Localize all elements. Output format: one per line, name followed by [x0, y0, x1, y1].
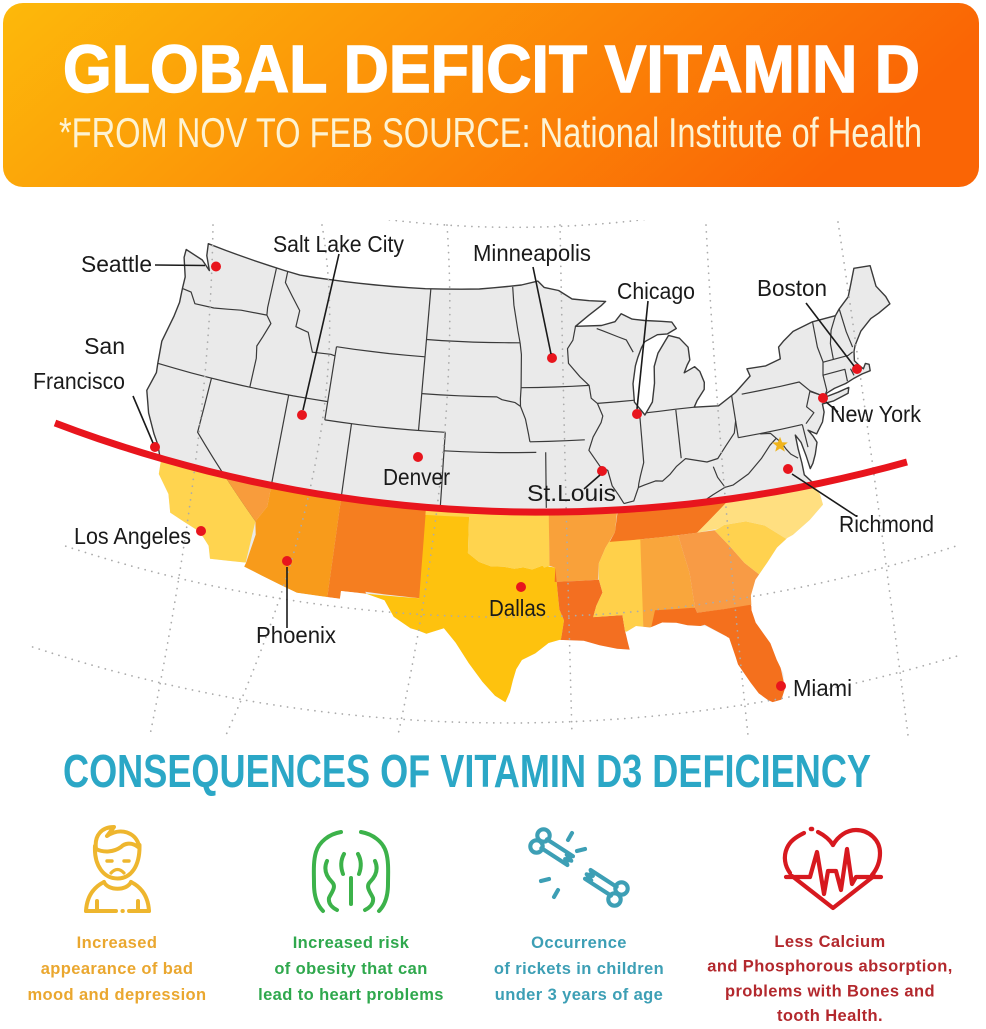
svg-text:Minneapolis: Minneapolis: [473, 240, 591, 266]
svg-text:Increased: Increased: [77, 934, 158, 952]
svg-text:Salt Lake City: Salt Lake City: [273, 231, 404, 257]
svg-text:Seattle: Seattle: [81, 251, 152, 277]
svg-text:under 3 years of age: under 3 years of age: [495, 986, 663, 1004]
svg-text:appearance of bad: appearance of bad: [41, 960, 194, 978]
svg-text:Occurrence: Occurrence: [531, 934, 627, 952]
svg-text:Less Calcium: Less Calcium: [774, 933, 885, 951]
svg-text:Francisco: Francisco: [33, 368, 125, 394]
svg-text:GLOBAL DEFICIT VITAMIN D: GLOBAL DEFICIT VITAMIN D: [63, 32, 920, 107]
svg-text:Denver: Denver: [383, 464, 450, 490]
svg-text:San: San: [84, 333, 125, 359]
svg-text:tooth Health.: tooth Health.: [777, 1007, 883, 1024]
svg-text:Dallas: Dallas: [489, 595, 546, 621]
svg-text:New York: New York: [830, 401, 921, 427]
svg-text:problems with Bones and: problems with Bones and: [725, 982, 935, 1000]
svg-text:*FROM NOV TO FEB SOURCE: Natio: *FROM NOV TO FEB SOURCE: National Instit…: [59, 109, 922, 156]
svg-text:Los Angeles: Los Angeles: [74, 523, 191, 549]
svg-text:Phoenix: Phoenix: [256, 622, 336, 648]
svg-text:St.Louis: St.Louis: [527, 480, 616, 506]
svg-text:mood and depression: mood and depression: [27, 986, 206, 1004]
svg-text:Chicago: Chicago: [617, 278, 695, 304]
svg-text:of obesity that can: of obesity that can: [274, 960, 427, 978]
svg-text:Richmond: Richmond: [839, 511, 934, 537]
svg-text:Boston: Boston: [757, 275, 827, 301]
svg-text:CONSEQUENCES OF VITAMIN D3 DEF: CONSEQUENCES OF VITAMIN D3 DEFICIENCY: [63, 745, 871, 797]
svg-text:Increased risk: Increased risk: [293, 934, 410, 952]
svg-text:and Phosphorous absorption,: and Phosphorous absorption,: [707, 958, 952, 976]
svg-text:Miami: Miami: [793, 675, 852, 701]
svg-text:of rickets in children: of rickets in children: [494, 960, 664, 978]
svg-text:lead to heart problems: lead to heart problems: [258, 986, 444, 1004]
